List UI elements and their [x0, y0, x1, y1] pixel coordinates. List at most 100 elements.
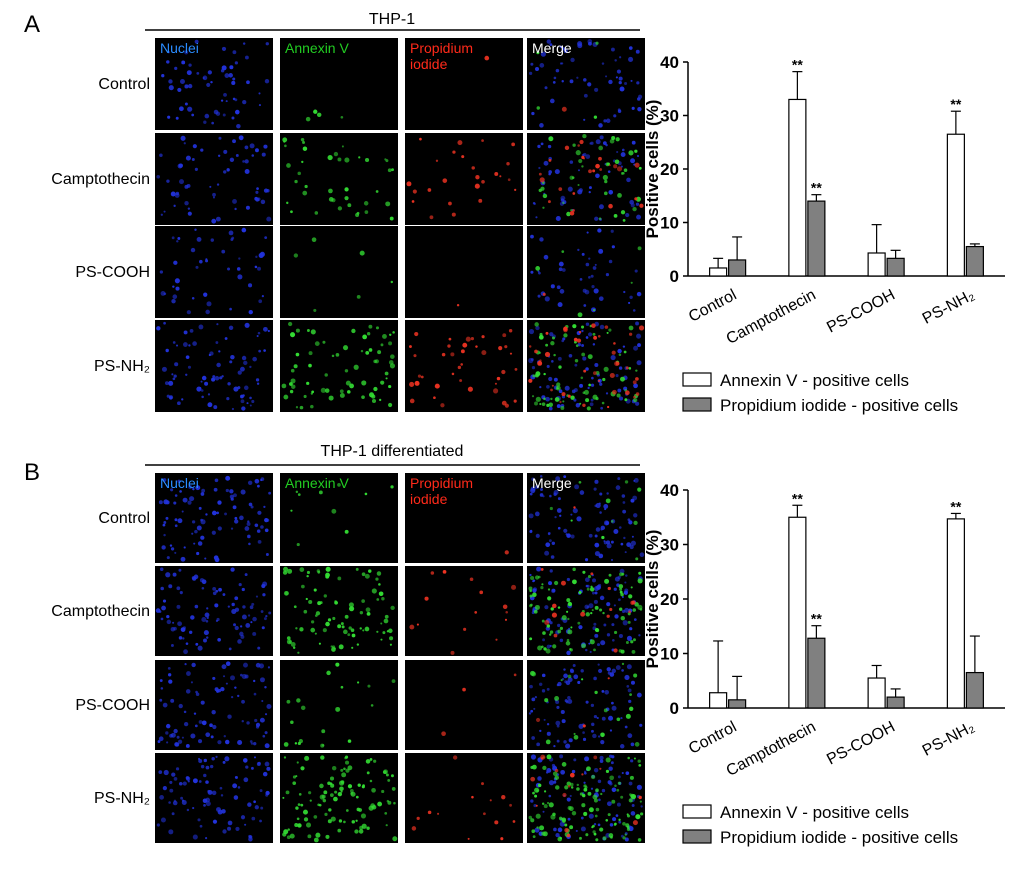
micrograph: [405, 320, 523, 412]
cell-dot: [337, 206, 343, 211]
cell-dot: [530, 575, 535, 581]
cell-dot: [191, 297, 195, 300]
cell-dot: [184, 102, 188, 106]
cell-dot: [639, 723, 643, 727]
cell-dot: [495, 638, 498, 641]
cell-dot: [211, 218, 217, 224]
cell-dot: [513, 673, 517, 677]
cell-dot: [574, 363, 578, 367]
cell-dot: [259, 819, 262, 823]
channel-label: Nuclei: [160, 475, 199, 491]
cell-dot: [243, 385, 249, 391]
cell-dot: [226, 397, 230, 401]
cell-dot: [241, 227, 247, 233]
cell-dot: [186, 310, 191, 315]
image-background: [280, 566, 398, 656]
cell-dot: [160, 617, 164, 621]
cell-dot: [341, 145, 344, 148]
cell-dot: [539, 474, 543, 478]
cell-dot: [585, 648, 588, 652]
cell-dot: [612, 817, 617, 822]
cell-dot: [543, 160, 549, 166]
cell-dot: [537, 776, 542, 781]
cell-dot: [570, 395, 575, 400]
cell-dot: [409, 345, 412, 348]
cell-dot: [347, 784, 353, 789]
cell-dot: [237, 694, 240, 698]
cell-dot: [297, 651, 300, 654]
cell-dot: [221, 46, 227, 52]
cell-dot: [388, 384, 392, 389]
cell-dot: [555, 68, 560, 73]
cell-dot: [338, 644, 344, 650]
cell-dot: [509, 803, 512, 807]
cell-dot: [576, 338, 582, 343]
cell-dot: [166, 179, 170, 183]
cell-dot: [562, 400, 565, 403]
cell-dot: [636, 692, 642, 698]
cell-dot: [264, 743, 270, 749]
cell-dot: [596, 716, 599, 720]
cell-dot: [571, 389, 576, 394]
cell-dot: [531, 111, 535, 116]
micrograph: [155, 38, 273, 130]
cell-dot: [592, 733, 597, 739]
cell-dot: [594, 504, 598, 508]
cell-dot: [389, 636, 394, 641]
cell-dot: [260, 478, 263, 482]
cell-dot: [587, 575, 592, 579]
cell-dot: [554, 775, 560, 780]
cell-dot: [605, 757, 611, 763]
cell-dot: [203, 758, 208, 763]
cell-dot: [564, 680, 568, 684]
cell-dot: [197, 541, 203, 546]
cell-dot: [597, 583, 602, 588]
cell-dot: [191, 575, 196, 580]
cell-dot: [536, 566, 542, 572]
cell-dot: [331, 508, 337, 514]
cell-dot: [361, 599, 365, 603]
cell-dot: [282, 796, 285, 799]
cell-dot: [197, 645, 203, 651]
cell-dot: [177, 237, 181, 240]
cell-dot: [627, 688, 632, 693]
cell-dot: [611, 245, 615, 249]
cell-dot: [574, 359, 579, 363]
cell-dot: [546, 364, 550, 368]
cell-dot: [543, 254, 549, 260]
cell-dot: [544, 86, 548, 90]
cell-dot: [621, 572, 625, 576]
cell-dot: [624, 82, 628, 86]
cell-dot: [567, 805, 572, 811]
cell-dot: [238, 583, 242, 587]
cell-dot: [167, 51, 171, 54]
cell-dot: [569, 794, 572, 798]
cell-dot: [355, 819, 358, 822]
x-tick-label: Camptothecin: [724, 287, 819, 348]
cell-dot: [556, 724, 560, 728]
cell-dot: [245, 623, 251, 628]
cell-dot: [351, 646, 354, 649]
bar: [867, 677, 886, 709]
cell-dot: [249, 143, 255, 149]
cell-dot: [544, 296, 550, 302]
cell-dot: [313, 109, 318, 114]
micrograph: [155, 473, 273, 563]
cell-dot: [315, 611, 321, 616]
cell-dot: [553, 580, 559, 586]
cell-dot: [201, 720, 207, 726]
cell-dot: [555, 215, 561, 221]
error-bar: [732, 675, 743, 700]
cell-dot: [616, 717, 621, 722]
cell-dot: [202, 75, 208, 81]
cell-dot: [314, 341, 320, 347]
image-background: [155, 133, 273, 225]
cell-dot: [200, 535, 205, 540]
cell-dot: [546, 403, 550, 407]
cell-dot: [636, 214, 641, 220]
y-tick-label: 20: [660, 590, 679, 609]
cell-dot: [569, 211, 575, 216]
cell-dot: [514, 188, 517, 192]
cell-dot: [572, 567, 576, 572]
cell-dot: [240, 366, 245, 372]
